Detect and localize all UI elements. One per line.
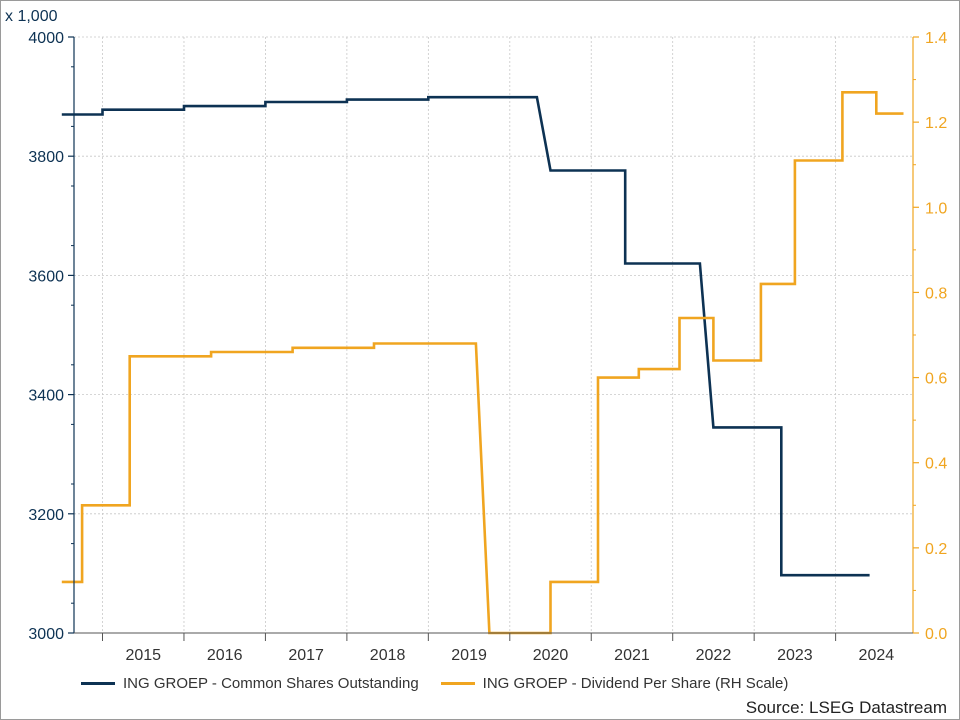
y-left-tick-label-2: 3400: [28, 388, 64, 405]
y-left-tick-label-4: 3800: [28, 149, 64, 166]
x-tick-label-9: 2024: [859, 647, 895, 664]
y-left-tick-label-3: 3600: [28, 268, 64, 285]
legend-item-dividend: ING GROEP - Dividend Per Share (RH Scale…: [440, 675, 789, 692]
x-tick-label-7: 2022: [696, 647, 732, 664]
x-tick-label-5: 2020: [533, 647, 569, 664]
legend-swatch-dividend: [440, 682, 475, 685]
y-right-tick-label-2: 0.4: [925, 456, 947, 473]
x-tick-label-4: 2019: [451, 647, 487, 664]
y-left-tick-label-1: 3200: [28, 507, 64, 524]
y-left-tick-label-5: 4000: [28, 30, 64, 47]
y-right-tick-label-5: 1.0: [925, 200, 947, 217]
y-right-tick-label-1: 0.2: [925, 541, 947, 558]
x-tick-label-3: 2018: [370, 647, 406, 664]
legend: ING GROEP - Common Shares Outstanding IN…: [81, 675, 810, 692]
y-right-tick-label-7: 1.4: [925, 30, 947, 47]
legend-label-dividend: ING GROEP - Dividend Per Share (RH Scale…: [482, 675, 789, 692]
source-label: Source: LSEG Datastream: [745, 698, 947, 717]
y-right-tick-label-0: 0.0: [925, 626, 947, 643]
y-left-tick-label-0: 3000: [28, 626, 64, 643]
legend-label-shares: ING GROEP - Common Shares Outstanding: [123, 675, 419, 692]
x-tick-label-0: 2015: [125, 647, 161, 664]
y-right-tick-label-6: 1.2: [925, 115, 947, 132]
y-left-unit-label: x 1,000: [5, 8, 58, 25]
y-right-tick-label-4: 0.8: [925, 285, 947, 302]
x-tick-label-8: 2023: [777, 647, 813, 664]
x-tick-label-1: 2016: [207, 647, 243, 664]
y-right-tick-label-3: 0.6: [925, 371, 947, 388]
series-line-shares: [61, 95, 870, 577]
x-tick-label-2: 2017: [288, 647, 324, 664]
series-line-dividend: [61, 91, 904, 635]
x-tick-label-6: 2021: [614, 647, 650, 664]
legend-swatch-shares: [81, 682, 115, 685]
legend-item-shares: ING GROEP - Common Shares Outstanding: [81, 675, 419, 692]
